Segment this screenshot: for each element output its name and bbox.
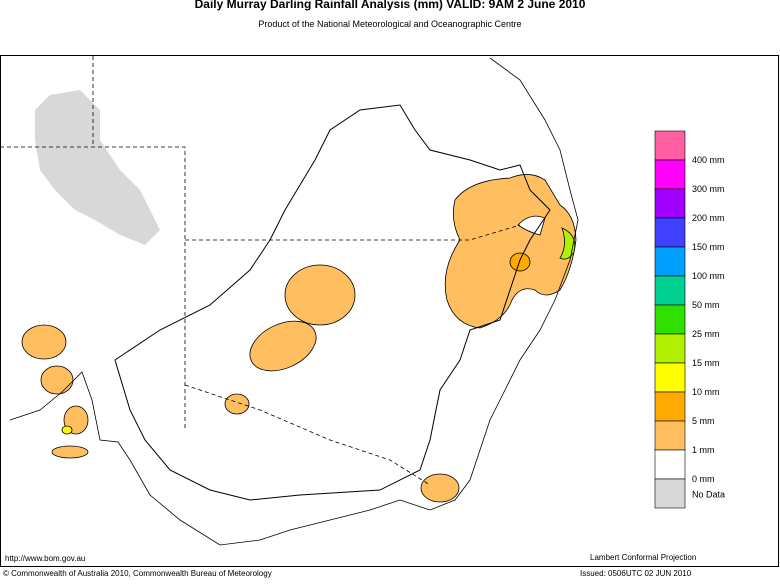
- rain-area: [51, 445, 89, 459]
- legend-label: 5 mm: [692, 416, 715, 426]
- rain-area: [509, 252, 531, 272]
- legend-swatch: [654, 449, 686, 480]
- rain-area: [249, 320, 317, 372]
- rain-area: [420, 473, 460, 503]
- legend-label: 15 mm: [692, 358, 720, 368]
- legend-label: 10 mm: [692, 387, 720, 397]
- legend-label: 400 mm: [692, 155, 725, 165]
- legend-swatch: [654, 478, 686, 509]
- rain-area: [61, 425, 73, 435]
- legend-label: 0 mm: [692, 474, 715, 484]
- legend-swatch: [654, 391, 686, 422]
- no-rain-area: [517, 215, 546, 236]
- issued: Issued: 0506UTC 02 JUN 2010: [580, 569, 692, 578]
- legend-swatch: [654, 304, 686, 335]
- legend-swatch: [654, 130, 686, 161]
- legend-swatch: [654, 159, 686, 190]
- legend-swatch: [654, 362, 686, 393]
- rain-area: [444, 174, 577, 329]
- url: http://www.bom.gov.au: [5, 554, 85, 563]
- copyright: © Commonwealth of Australia 2010, Common…: [3, 569, 272, 578]
- legend-swatch: [654, 420, 686, 451]
- map: [0, 56, 579, 546]
- legend-label: 1 mm: [692, 445, 715, 455]
- legend-swatch: [654, 333, 686, 364]
- rain-area: [21, 324, 67, 360]
- basin-outline: [114, 104, 551, 501]
- rain-area: [559, 227, 576, 260]
- rain-area: [224, 393, 250, 415]
- legend-label: 50 mm: [692, 300, 720, 310]
- no-data-area: [35, 90, 160, 245]
- legend-swatch: [654, 188, 686, 219]
- legend-label: 300 mm: [692, 184, 725, 194]
- legend-label: No Data: [692, 490, 725, 500]
- projection: Lambert Conformal Projection: [590, 553, 696, 562]
- legend: 400 mm 300 mm 200 mm 150 mm 100 mm 50 mm 25 mm…: [654, 130, 725, 509]
- legend-swatch: [654, 246, 686, 277]
- legend-swatch: [654, 217, 686, 248]
- legend-label: 100 mm: [692, 271, 725, 281]
- rain-area: [40, 365, 74, 395]
- state-border: [0, 56, 521, 486]
- subtitle: Product of the National Meteorological a…: [258, 19, 521, 29]
- title: Daily Murray Darling Rainfall Analysis (…: [195, 0, 586, 11]
- coastline: [9, 57, 579, 546]
- map-frame: [0, 55, 779, 567]
- rain-area: [284, 264, 356, 326]
- legend-label: 150 mm: [692, 242, 725, 252]
- legend-label: 200 mm: [692, 213, 725, 223]
- legend-label: 25 mm: [692, 329, 720, 339]
- legend-swatch: [654, 275, 686, 306]
